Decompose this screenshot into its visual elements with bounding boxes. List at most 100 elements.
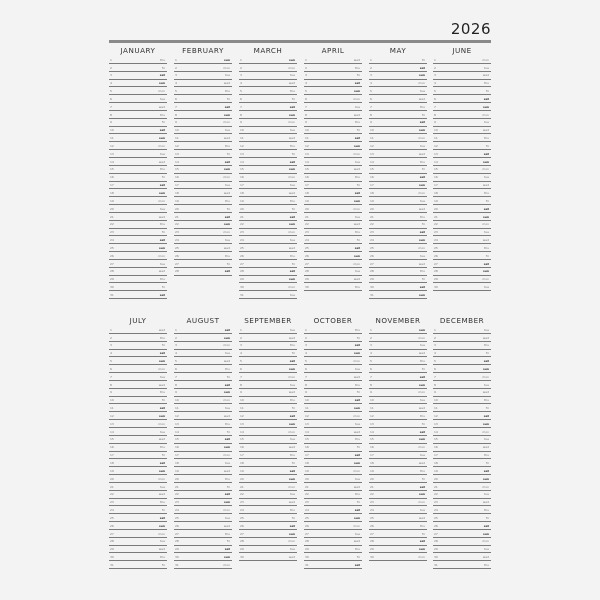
day-row[interactable]: 29 thu (304, 546, 362, 554)
day-row[interactable]: 2 mon (239, 64, 297, 72)
day-row[interactable]: 21 fri (174, 483, 232, 491)
day-row[interactable]: 11 fri (433, 404, 491, 413)
day-row[interactable]: 2 mon (369, 334, 427, 342)
day-row[interactable]: 22 wed (109, 491, 167, 499)
day-row[interactable]: 4 sat (304, 80, 362, 88)
day-row[interactable]: 18 wed (369, 459, 427, 468)
day-row[interactable]: 26 thu (239, 252, 297, 260)
day-row[interactable]: 14 wed (109, 158, 167, 166)
day-row[interactable]: 10 sat (109, 127, 167, 135)
day-row[interactable]: 25 sat (109, 514, 167, 523)
day-row[interactable]: 3 thu (433, 342, 491, 350)
day-row[interactable]: 28 wed (304, 538, 362, 546)
day-row[interactable]: 21 mon (433, 483, 491, 491)
day-row[interactable]: 10 sat (304, 397, 362, 405)
day-row[interactable]: 23 thu (109, 499, 167, 507)
day-row[interactable]: 29 wed (109, 546, 167, 554)
day-row[interactable]: 12 mon (304, 412, 362, 421)
day-row[interactable]: 2 fri (109, 64, 167, 72)
day-row[interactable]: 3 thu (239, 342, 297, 350)
day-row[interactable]: 26 wed (174, 522, 232, 530)
day-row[interactable]: 28 sat (369, 538, 427, 546)
day-row[interactable]: 27 sat (433, 260, 491, 268)
day-row[interactable]: 1 wed (304, 56, 362, 64)
day-row[interactable]: 8 thu (304, 381, 362, 389)
day-row[interactable]: 6 sun (433, 365, 491, 374)
day-row[interactable]: 24 tue (369, 506, 427, 515)
day-row[interactable]: 22 tue (433, 491, 491, 499)
day-row[interactable]: 27 wed (369, 260, 427, 268)
day-row[interactable]: 28 mon (433, 538, 491, 546)
day-row[interactable]: 4 fri (433, 350, 491, 358)
day-row[interactable]: 5 thu (239, 87, 297, 96)
day-row[interactable]: 16 fri (304, 444, 362, 452)
day-row[interactable]: 15 thu (109, 166, 167, 174)
day-row[interactable]: 21 thu (369, 213, 427, 221)
day-row[interactable]: 5 sat (433, 357, 491, 366)
day-row[interactable]: 27 tue (109, 260, 167, 268)
day-row[interactable]: 5 fri (433, 87, 491, 96)
day-row[interactable]: 13 fri (369, 420, 427, 428)
day-row[interactable]: 30 sat (369, 283, 427, 292)
day-row[interactable]: 6 sat (433, 95, 491, 104)
day-row[interactable]: 8 tue (433, 381, 491, 389)
day-row[interactable]: 21 wed (304, 483, 362, 491)
day-row[interactable]: 19 sun (304, 197, 362, 206)
day-row[interactable]: 15 sun (174, 166, 232, 174)
day-row[interactable]: 18 thu (433, 189, 491, 198)
day-row[interactable]: 22 sun (369, 491, 427, 499)
day-row[interactable]: 3 wed (433, 72, 491, 80)
day-row[interactable]: 10 mon (174, 397, 232, 405)
day-row[interactable]: 4 mon (369, 80, 427, 88)
day-row[interactable]: 1 thu (304, 326, 362, 334)
day-row[interactable]: 22 thu (304, 491, 362, 499)
day-row[interactable]: 30 thu (304, 283, 362, 292)
day-row[interactable]: 16 fri (109, 174, 167, 182)
day-row[interactable]: 29 tue (239, 546, 297, 554)
day-row[interactable]: 11 thu (433, 134, 491, 143)
day-row[interactable]: 2 fri (304, 334, 362, 342)
day-row[interactable]: 29 thu (109, 276, 167, 284)
day-row[interactable]: 4 tue (174, 350, 232, 358)
day-row[interactable]: 25 fri (239, 514, 297, 523)
day-row[interactable]: 16 sun (174, 444, 232, 452)
day-row[interactable]: 14 thu (369, 158, 427, 166)
day-row[interactable]: 29 sun (239, 276, 297, 284)
day-row[interactable]: 23 sat (369, 229, 427, 237)
day-row[interactable]: 3 sat (109, 72, 167, 80)
day-row[interactable]: 7 tue (304, 103, 362, 111)
day-row[interactable]: 15 sat (174, 436, 232, 444)
day-row[interactable]: 6 tue (109, 95, 167, 104)
day-row[interactable]: 27 sun (433, 530, 491, 538)
day-row[interactable]: 8 mon (433, 111, 491, 119)
day-row[interactable]: 3 tue (369, 342, 427, 350)
day-row[interactable]: 7 sat (369, 373, 427, 381)
day-row[interactable]: 20 tue (109, 205, 167, 213)
day-row[interactable]: 12 fri (433, 142, 491, 151)
day-row[interactable]: 1 wed (109, 326, 167, 334)
day-row[interactable]: 5 wed (174, 357, 232, 366)
day-row[interactable]: 4 wed (369, 350, 427, 358)
day-row[interactable]: 19 wed (174, 467, 232, 476)
day-row[interactable]: 11 sat (109, 404, 167, 413)
day-row[interactable]: 25 fri (433, 514, 491, 523)
day-row[interactable]: 6 fri (174, 95, 232, 104)
day-row[interactable]: 1 sat (174, 326, 232, 334)
day-row[interactable]: 17 sat (304, 452, 362, 460)
day-row[interactable]: 9 tue (433, 119, 491, 127)
day-row[interactable]: 24 sat (304, 506, 362, 515)
day-row[interactable]: 16 thu (109, 444, 167, 452)
day-row[interactable]: 6 thu (174, 365, 232, 374)
day-row[interactable]: 5 thu (369, 357, 427, 366)
day-row[interactable]: 7 fri (174, 373, 232, 381)
day-row[interactable]: 25 thu (433, 244, 491, 253)
day-row[interactable]: 22 fri (369, 221, 427, 229)
day-row[interactable]: 11 wed (174, 134, 232, 143)
day-row[interactable]: 30 fri (304, 553, 362, 562)
day-row[interactable]: 10 tue (174, 127, 232, 135)
day-row[interactable]: 13 sat (433, 150, 491, 158)
day-row[interactable]: 26 fri (433, 252, 491, 260)
day-row[interactable]: 19 thu (174, 197, 232, 206)
day-row[interactable]: 23 wed (433, 499, 491, 507)
day-row[interactable]: 19 sun (109, 467, 167, 476)
